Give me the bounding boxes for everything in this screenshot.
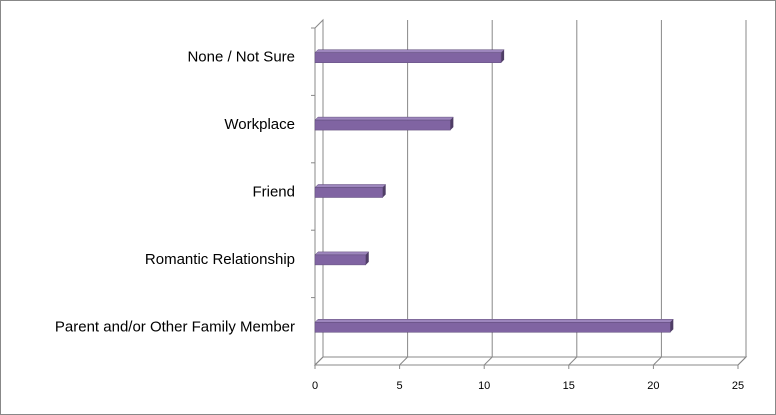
x-tick-label: 15 (563, 380, 575, 392)
bar (314, 187, 383, 198)
floor (313, 356, 748, 366)
x-tick-label: 0 (312, 380, 318, 392)
bar-end (450, 117, 454, 131)
grid-line (737, 20, 747, 366)
grid-line (568, 20, 578, 366)
y-tick-label: Workplace (224, 116, 295, 133)
x-tick-label: 10 (478, 380, 490, 392)
bar (314, 119, 451, 131)
bar-end (501, 49, 505, 63)
bar-end (670, 319, 674, 333)
y-tick-label: Parent and/or Other Family Member (55, 318, 295, 335)
bar-top (314, 251, 370, 256)
x-tick-label: 5 (397, 380, 403, 392)
bar-top (314, 319, 674, 323)
bar-top (314, 116, 454, 121)
bar-end (365, 251, 369, 265)
bar (314, 322, 671, 333)
y-tick-label: Friend (252, 183, 295, 200)
y-tick-label: Romantic Relationship (145, 251, 295, 268)
bar (314, 254, 367, 266)
grid-line (314, 20, 324, 366)
x-tick-label: 20 (647, 380, 659, 392)
bar (314, 52, 502, 63)
bar-top (314, 184, 387, 188)
x-tick-label: 25 (732, 380, 744, 392)
grid-line (483, 20, 493, 366)
y-tick-label: None / Not Sure (187, 49, 295, 66)
bar-top (314, 49, 505, 53)
grid-line (399, 20, 409, 366)
bar-end (382, 184, 386, 198)
grid-line (653, 20, 662, 366)
